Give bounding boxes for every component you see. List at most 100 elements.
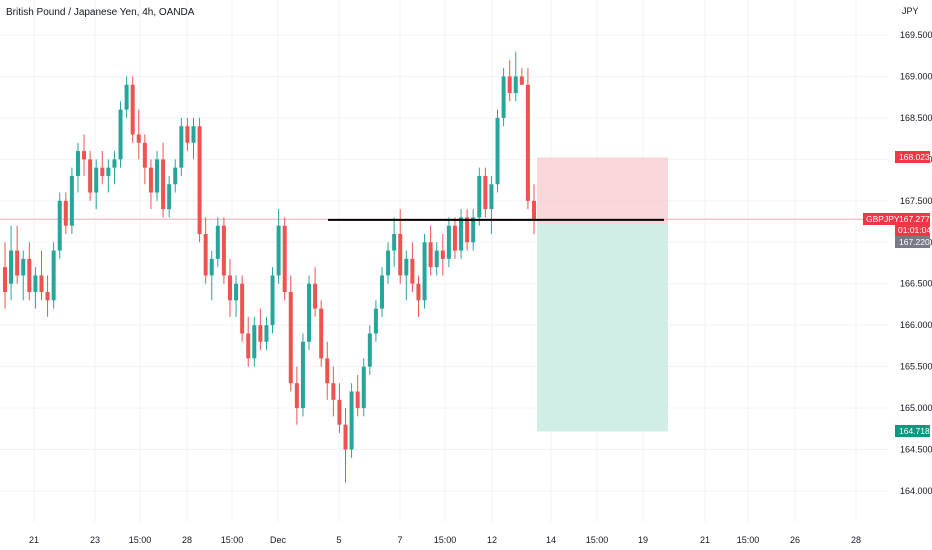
candle — [185, 117, 190, 152]
candle — [446, 217, 451, 268]
candle-body — [215, 225, 220, 259]
candle-body — [416, 283, 421, 301]
candle — [100, 151, 105, 185]
candle-body — [100, 167, 105, 176]
candle — [440, 233, 445, 276]
entry-price-tag: 167.220 — [895, 236, 930, 248]
candle — [9, 225, 14, 301]
candle — [148, 159, 153, 210]
candle-body — [404, 258, 409, 276]
candle — [21, 250, 26, 301]
position-tool[interactable] — [537, 157, 668, 432]
time-tick-label: 19 — [638, 535, 648, 545]
candle — [94, 159, 99, 210]
target-price-text: 164.718 — [899, 426, 930, 436]
candle — [325, 341, 330, 400]
candle — [410, 242, 415, 293]
candle-body — [276, 225, 281, 276]
time-tick-label: 15:00 — [434, 535, 457, 545]
candle-body — [173, 167, 178, 185]
candle — [428, 225, 433, 276]
candle-body — [489, 184, 494, 210]
candle-body — [294, 383, 299, 409]
candle — [15, 225, 20, 284]
time-tick-label: 14 — [546, 535, 556, 545]
take-profit-zone[interactable] — [537, 224, 668, 432]
price-tick-label: 164.500 — [900, 445, 932, 455]
candle-body — [446, 225, 451, 259]
candle — [106, 159, 111, 193]
candle-body — [82, 151, 87, 160]
candle-body — [440, 250, 445, 259]
candle — [179, 117, 184, 176]
candle-body — [513, 76, 518, 94]
candle — [142, 134, 147, 185]
last-price-text: 167.277 — [899, 214, 930, 224]
time-tick-label: 26 — [790, 535, 800, 545]
time-axis[interactable]: 21 23 15:00 28 15:00 Dec 5 7 15:00 12 14 15:00 19 21 1… — [29, 535, 861, 545]
candle — [288, 275, 293, 392]
candle — [136, 109, 141, 160]
candle-body — [258, 325, 263, 342]
candle-body — [161, 159, 166, 210]
price-tick-label: 166.500 — [900, 279, 932, 289]
candle-body — [240, 283, 245, 334]
candle-body — [39, 275, 44, 293]
candle — [300, 333, 305, 417]
candle — [525, 68, 530, 210]
candle — [501, 68, 506, 127]
time-tick-label: 28 — [182, 535, 192, 545]
candle-body — [142, 142, 147, 168]
candle-body — [434, 250, 439, 268]
candle-body — [379, 275, 384, 309]
candle-body — [507, 76, 512, 94]
candle — [367, 325, 372, 375]
candle-body — [197, 126, 202, 234]
candle — [483, 167, 488, 218]
candle-body — [373, 308, 378, 334]
candle — [240, 275, 245, 342]
candle — [258, 308, 263, 351]
time-tick-label: 21 — [29, 535, 39, 545]
candle-body — [33, 275, 38, 293]
candle-body — [398, 233, 403, 276]
candle-body — [495, 117, 500, 185]
candle — [51, 242, 56, 309]
time-tick-label: 15:00 — [129, 535, 152, 545]
candle — [495, 109, 500, 193]
entry-price-text: 167.220 — [899, 237, 930, 247]
time-tick-label: Dec — [270, 535, 287, 545]
stop-loss-zone[interactable] — [537, 157, 668, 225]
candle-body — [459, 217, 464, 251]
candle-body — [191, 126, 196, 143]
time-tick-label: 15:00 — [221, 535, 244, 545]
candle — [434, 242, 439, 276]
candle — [355, 374, 360, 417]
candlestick-series — [3, 51, 536, 483]
price-tick-label: 164.000 — [900, 486, 932, 496]
candle-body — [331, 383, 336, 400]
candle-body — [179, 126, 184, 168]
candle-body — [386, 250, 391, 276]
candle — [422, 233, 427, 309]
candle — [39, 250, 44, 301]
time-tick-label: 28 — [851, 535, 861, 545]
candle — [373, 300, 378, 342]
candle-body — [227, 275, 232, 301]
candle-body — [75, 151, 80, 176]
candle — [82, 134, 87, 176]
candle — [416, 275, 421, 317]
candle — [191, 117, 196, 160]
candle-body — [27, 258, 32, 293]
candle-body — [246, 333, 251, 359]
candle-body — [9, 250, 14, 284]
candle — [343, 408, 348, 483]
candle-body — [69, 175, 74, 226]
candle-body — [185, 126, 190, 143]
candle — [313, 267, 318, 317]
candle — [215, 217, 220, 268]
candle — [203, 217, 208, 284]
candle — [282, 217, 287, 301]
